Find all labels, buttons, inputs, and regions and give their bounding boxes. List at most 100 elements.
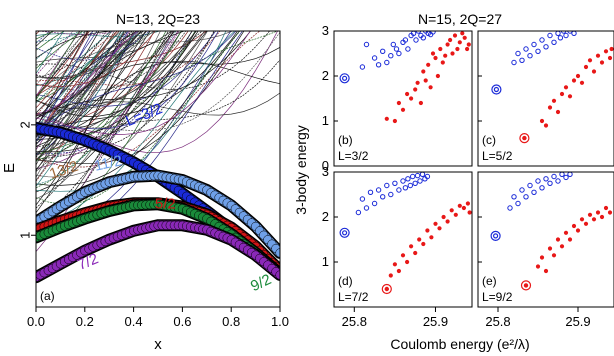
- blue-point: [557, 35, 564, 41]
- blue-point: [405, 46, 411, 52]
- circled-blue-point-core: [342, 230, 348, 236]
- spectrum-line: [36, 31, 88, 97]
- red-point: [453, 212, 458, 217]
- x-tick-label: 25.8: [342, 314, 367, 329]
- blue-point: [527, 182, 533, 189]
- scatter-panel-frame: [477, 171, 614, 308]
- blue-point: [567, 172, 573, 177]
- blue-point: [414, 172, 421, 179]
- blue-point: [535, 48, 541, 54]
- spectrum-line: [36, 31, 131, 116]
- spectrum-line: [36, 31, 142, 170]
- blue-point: [523, 46, 529, 52]
- y-tick-label: 2: [322, 68, 329, 83]
- blue-point: [547, 180, 553, 187]
- x-tick-label: 0.2: [76, 314, 94, 329]
- red-point: [539, 255, 545, 260]
- blue-point: [384, 182, 390, 189]
- x-tick-label: 25.9: [423, 314, 448, 329]
- blue-point: [555, 178, 561, 184]
- spectrum-line: [36, 31, 203, 224]
- blue-point: [415, 31, 422, 34]
- circled-blue-point: [490, 230, 501, 241]
- red-point: [603, 49, 609, 54]
- red-point: [452, 33, 458, 38]
- red-point: [462, 35, 467, 40]
- red-point: [599, 214, 605, 220]
- spectrum-line: [36, 31, 215, 161]
- blue-point: [375, 187, 382, 193]
- red-point: [460, 31, 465, 36]
- spectrum-line: [36, 59, 280, 172]
- red-point: [563, 230, 569, 235]
- blue-point: [384, 59, 390, 66]
- blue-point: [424, 173, 431, 180]
- y-tick-label: 2: [17, 121, 32, 128]
- red-point: [547, 105, 553, 110]
- red-point: [551, 98, 557, 103]
- spectrum-line: [36, 31, 175, 239]
- red-point: [449, 208, 454, 213]
- spectrum-line: [36, 31, 138, 120]
- y-tick-label: 2: [322, 209, 329, 224]
- spectrum-line: [36, 31, 156, 87]
- blue-point: [359, 196, 366, 202]
- spectrum-line: [36, 31, 89, 129]
- series-point: [275, 270, 280, 280]
- blue-point: [420, 35, 426, 41]
- red-point: [587, 212, 593, 217]
- scatter-points: [339, 31, 471, 124]
- angular-momentum-label: L=3/2: [338, 149, 369, 163]
- spectrum-line: [36, 31, 142, 78]
- red-point: [405, 259, 410, 265]
- red-point: [587, 58, 593, 63]
- blue-point: [388, 191, 394, 198]
- blue-point: [363, 205, 370, 211]
- blue-point: [419, 172, 426, 177]
- red-point: [433, 55, 438, 61]
- spectrum-line: [36, 31, 137, 160]
- panel-a-frame: [35, 30, 281, 308]
- spectrum-line: [36, 31, 123, 172]
- red-point: [603, 205, 609, 211]
- blue-point: [430, 31, 436, 35]
- scatter-panel: (c) L=5/2: [477, 30, 614, 167]
- red-point: [445, 219, 450, 224]
- blue-point: [535, 178, 541, 184]
- red-point: [413, 87, 418, 92]
- red-point: [421, 241, 426, 247]
- spectrum-line: [36, 31, 125, 59]
- red-point: [430, 51, 436, 56]
- red-point: [428, 85, 433, 90]
- spectrum-line: [36, 31, 80, 101]
- y-tick-label: 1: [17, 232, 32, 239]
- red-point: [417, 237, 422, 242]
- scatter-panel: (d) L=7/2 1 2 3 25.8 25.9: [322, 164, 473, 329]
- spectrum-line: [36, 31, 125, 142]
- blue-point: [407, 182, 413, 189]
- spectrum-line: [36, 92, 280, 138]
- spectrum-line: [36, 31, 137, 187]
- red-point: [396, 268, 401, 274]
- blue-point: [571, 31, 577, 36]
- spectrum-line: [36, 31, 261, 168]
- scatter-panel: (e) L=9/2 25.8 25.9: [477, 171, 614, 329]
- circled-blue-point: [491, 84, 502, 95]
- red-point: [405, 91, 410, 97]
- red-point: [435, 73, 440, 79]
- y-tick-label: 3: [322, 23, 329, 38]
- blue-point: [367, 189, 374, 196]
- blue-point: [511, 194, 517, 200]
- spectrum-line: [36, 31, 173, 63]
- red-point: [437, 226, 442, 231]
- blue-point: [417, 178, 423, 184]
- red-point: [595, 53, 601, 58]
- circled-red-point: [520, 280, 532, 291]
- blue-point: [363, 41, 370, 48]
- series-point: [275, 248, 280, 258]
- x-tick-label: 1.0: [271, 314, 289, 329]
- scatter-panels: N=15, 2Q=27 Coulomb energy (e²/λ) 3-body…: [293, 11, 614, 352]
- red-point: [465, 201, 470, 206]
- blue-point: [402, 185, 409, 191]
- red-point: [551, 253, 557, 258]
